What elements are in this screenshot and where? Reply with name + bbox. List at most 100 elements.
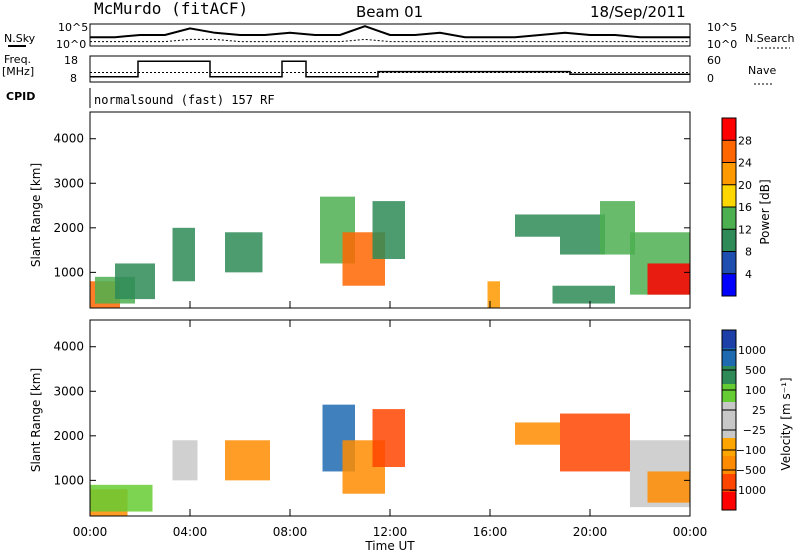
x-axis-label: Time UT [364,539,415,553]
y-tick-label: 4000 [53,132,84,146]
colorbar-segment [722,162,736,186]
velocity-y-axis-label: Slant Range [km] [29,368,43,472]
frequency-panel: Freq. [MHz] 18 8 60 0 Nave [2,53,776,85]
velocity-data-regions [90,404,690,516]
noise-right-label: N.Search [745,32,795,45]
noise-panel-frame [89,23,691,47]
y-tick-label: 3000 [53,384,84,398]
noise-tick-right-top: 10^5 [707,21,737,34]
noise-line-sky [90,25,690,39]
y-tick-label: 1000 [53,265,84,279]
frequency-panel-frame [89,55,691,83]
freq-tick-left-top: 18 [64,54,78,67]
colorbar-frame [721,329,737,511]
y-tick-label: 3000 [53,176,84,190]
data-region [115,263,155,300]
colorbar-tick-label: 28 [738,134,752,147]
colorbar-segment [722,402,736,421]
colorbar-segment [722,384,736,403]
time-x-ticks: 00:00 04:00 08:00 12:00 16:00 20:00 00:00 [73,301,708,539]
colorbar-segment [722,140,736,163]
velocity-panel: 1000 2000 3000 4000 Slant Range [km] 1000 50… [29,319,793,517]
colorbar-tick-label: 1000 [738,344,766,357]
data-region [560,214,605,255]
data-region [552,285,615,304]
noise-line-search [90,38,690,43]
data-region [225,232,263,273]
power-panel: 1000 2000 3000 4000 Slant Range [km] 4 8 12 16… [29,111,772,309]
data-region [225,440,270,481]
colorbar-tick-label: 4 [745,268,752,281]
colorbar-tick-label: 20 [738,179,752,192]
cpid-label: CPID [6,90,35,103]
colorbar-segment [722,420,736,439]
x-tick-label: 12:00 [373,525,408,539]
colorbar-tick-label: −1000 [729,484,766,497]
colorbar-tick-label: 12 [738,223,752,236]
data-region [90,484,153,512]
freq-tick-right-bottom: 0 [707,72,714,85]
y-tick-label: 1000 [53,473,84,487]
y-tick-label: 2000 [53,221,84,235]
data-region [172,227,195,282]
colorbar-tick-label: 16 [738,201,752,214]
data-region [487,281,500,308]
colorbar-segment [722,492,736,511]
colorbar-segment [722,229,736,252]
colorbar-segment [722,348,736,367]
colorbar-tick-label: −100 [736,444,766,457]
noise-series-lines [90,25,690,43]
colorbar-tick-label: −25 [743,424,766,437]
data-region [515,214,560,237]
y-tick-label: 2000 [53,429,84,443]
noise-left-label: N.Sky [4,32,36,45]
noise-tick-left-top: 10^5 [58,21,88,34]
freq-left-label-line2: [MHz] [2,65,34,78]
data-region [647,263,690,295]
data-region [560,413,630,472]
noise-tick-right-bottom: 10^0 [707,38,737,51]
power-data-regions [90,196,690,308]
colorbar-segment [722,366,736,385]
date-title: 18/Sep/2011 [590,3,686,21]
freq-tick-right-top: 60 [707,54,721,67]
freq-left-label-line1: Freq. [4,53,31,66]
power-y-axis-label: Slant Range [km] [29,163,43,267]
x-tick-label: 20:00 [573,525,608,539]
station-title: McMurdo (fitACF) [94,0,248,18]
data-region [172,440,198,481]
frequency-series-lines [90,60,690,78]
x-tick-label: 04:00 [173,525,208,539]
velocity-y-ticks: 1000 2000 3000 4000 [53,340,690,487]
colorbar-segment [722,184,736,208]
data-region [515,422,560,445]
colorbar-tick-label: 100 [745,384,766,397]
x-tick-label: 08:00 [273,525,308,539]
colorbar-segment [722,474,736,493]
colorbar-segment [722,118,736,141]
data-region [647,471,690,503]
power-colorbar-label: Power [dB] [758,179,772,244]
frequency-line [90,60,690,78]
x-tick-label: 00:00 [73,525,108,539]
colorbar-segment [722,456,736,475]
data-region [600,201,635,255]
x-tick-label: 00:00 [673,525,708,539]
colorbar-segment [722,330,736,349]
power-colorbar: 4 8 12 16 20 24 28 [721,117,752,297]
colorbar-tick-label: 8 [745,246,752,259]
colorbar-segment [722,273,736,297]
colorbar-tick-label: −500 [736,464,766,477]
colorbar-tick-label: 24 [738,157,752,170]
colorbar-tick-label: 25 [752,404,766,417]
y-tick-label: 4000 [53,340,84,354]
velocity-colorbar: 1000 500 100 25 −25 −100 −500 −1000 [721,329,766,511]
cpid-mode: normalsound (fast) 157 RF [94,93,275,107]
data-region [372,409,405,467]
freq-tick-left-bottom: 8 [70,72,77,85]
x-tick-label: 16:00 [473,525,508,539]
freq-right-label: Nave [748,64,776,77]
noise-panel: N.Sky 10^5 10^0 10^5 10^0 N.Search [4,21,795,51]
power-y-ticks: 1000 2000 3000 4000 [53,132,690,279]
